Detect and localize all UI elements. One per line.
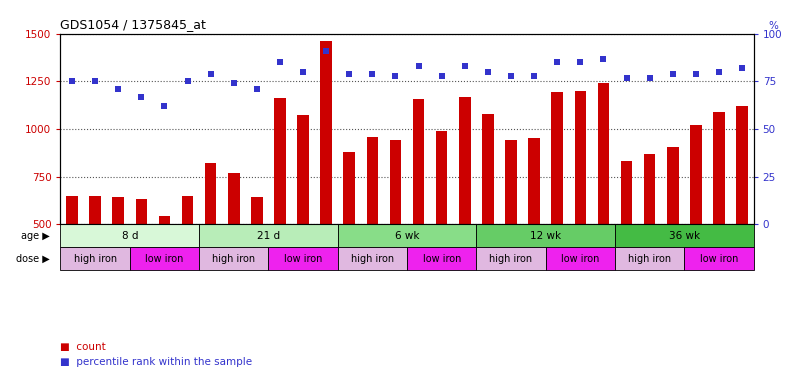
Point bbox=[528, 73, 541, 79]
Point bbox=[574, 59, 587, 65]
Bar bbox=[684, 247, 754, 270]
Bar bbox=[389, 140, 401, 224]
Point bbox=[135, 94, 147, 100]
Bar bbox=[320, 41, 332, 224]
Bar bbox=[621, 161, 632, 224]
Point bbox=[550, 59, 563, 65]
Bar bbox=[274, 98, 285, 224]
Bar bbox=[505, 140, 517, 224]
Bar bbox=[60, 247, 130, 270]
Point bbox=[667, 71, 679, 77]
Text: ■  percentile rank within the sample: ■ percentile rank within the sample bbox=[60, 357, 252, 367]
Point bbox=[459, 63, 472, 69]
Text: high iron: high iron bbox=[73, 254, 117, 264]
Text: dose ▶: dose ▶ bbox=[16, 254, 50, 264]
Point bbox=[620, 75, 633, 81]
Bar bbox=[615, 224, 754, 247]
Point bbox=[505, 73, 517, 79]
Bar bbox=[159, 216, 170, 224]
Point bbox=[435, 73, 448, 79]
Bar bbox=[551, 92, 563, 224]
Bar bbox=[476, 224, 615, 247]
Bar bbox=[436, 131, 447, 224]
Bar bbox=[268, 247, 338, 270]
Bar bbox=[135, 200, 147, 224]
Text: %: % bbox=[769, 21, 779, 31]
Text: high iron: high iron bbox=[351, 254, 394, 264]
Text: ■  count: ■ count bbox=[60, 342, 106, 352]
Bar bbox=[615, 247, 684, 270]
Text: low iron: low iron bbox=[700, 254, 738, 264]
Bar bbox=[338, 224, 476, 247]
Bar bbox=[690, 125, 701, 224]
Bar bbox=[713, 112, 725, 224]
Point bbox=[227, 80, 240, 86]
Text: GDS1054 / 1375845_at: GDS1054 / 1375845_at bbox=[60, 18, 206, 31]
Point bbox=[481, 69, 494, 75]
Bar bbox=[476, 247, 546, 270]
Bar bbox=[112, 197, 124, 224]
Point bbox=[713, 69, 725, 75]
Text: age ▶: age ▶ bbox=[21, 231, 50, 241]
Point bbox=[158, 103, 171, 109]
Bar bbox=[413, 99, 424, 224]
Text: low iron: low iron bbox=[145, 254, 184, 264]
Bar bbox=[66, 196, 77, 224]
Text: 36 wk: 36 wk bbox=[669, 231, 700, 241]
Point bbox=[366, 71, 379, 77]
Text: 8 d: 8 d bbox=[122, 231, 138, 241]
Bar bbox=[89, 195, 101, 224]
Point bbox=[65, 78, 78, 84]
Text: 6 wk: 6 wk bbox=[395, 231, 419, 241]
Bar bbox=[667, 147, 679, 224]
Bar bbox=[575, 91, 586, 224]
Text: low iron: low iron bbox=[284, 254, 322, 264]
Bar bbox=[482, 114, 493, 224]
Point bbox=[597, 56, 610, 62]
Point bbox=[112, 86, 125, 92]
Bar bbox=[597, 83, 609, 224]
Bar bbox=[228, 173, 239, 224]
Point bbox=[320, 48, 333, 54]
Point bbox=[689, 71, 702, 77]
Point bbox=[736, 65, 749, 71]
Bar bbox=[459, 97, 471, 224]
Point bbox=[412, 63, 425, 69]
Bar bbox=[205, 163, 216, 224]
Text: low iron: low iron bbox=[561, 254, 600, 264]
Bar bbox=[60, 224, 199, 247]
Point bbox=[204, 71, 217, 77]
Bar bbox=[367, 136, 378, 224]
Text: 12 wk: 12 wk bbox=[530, 231, 561, 241]
Bar bbox=[407, 247, 476, 270]
Bar bbox=[130, 247, 199, 270]
Bar bbox=[297, 115, 309, 224]
Text: 21 d: 21 d bbox=[257, 231, 280, 241]
Bar bbox=[338, 247, 407, 270]
Point bbox=[181, 78, 194, 84]
Text: high iron: high iron bbox=[489, 254, 533, 264]
Bar bbox=[343, 152, 355, 224]
Bar bbox=[737, 106, 748, 224]
Bar bbox=[251, 197, 263, 224]
Point bbox=[273, 59, 286, 65]
Point bbox=[251, 86, 264, 92]
Point bbox=[297, 69, 310, 75]
Point bbox=[643, 75, 656, 81]
Point bbox=[89, 78, 102, 84]
Bar bbox=[199, 247, 268, 270]
Bar bbox=[529, 138, 540, 224]
Point bbox=[343, 71, 355, 77]
Text: high iron: high iron bbox=[628, 254, 671, 264]
Point bbox=[389, 73, 402, 79]
Text: high iron: high iron bbox=[212, 254, 256, 264]
Bar bbox=[644, 154, 655, 224]
Bar bbox=[181, 195, 193, 224]
Bar bbox=[199, 224, 338, 247]
Bar bbox=[546, 247, 615, 270]
Text: low iron: low iron bbox=[422, 254, 461, 264]
